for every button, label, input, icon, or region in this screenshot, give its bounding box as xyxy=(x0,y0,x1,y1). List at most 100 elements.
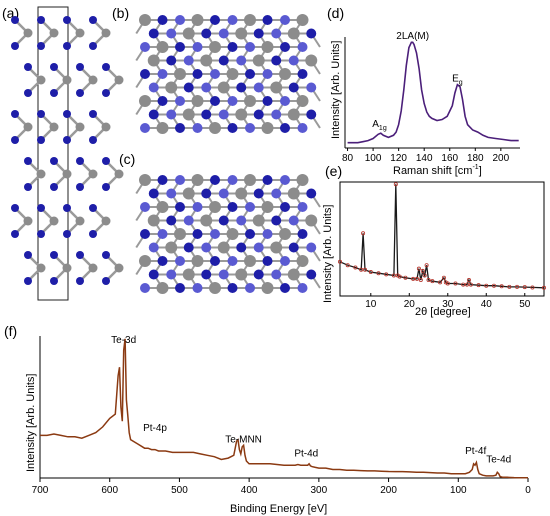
pt-atom xyxy=(279,68,291,80)
te-atom xyxy=(50,277,58,285)
pt-atom xyxy=(305,54,318,67)
pt-atom xyxy=(23,216,33,226)
te-atom xyxy=(89,230,97,238)
te-atom xyxy=(63,16,71,24)
pt-atom xyxy=(165,241,178,254)
xrd-point xyxy=(393,182,398,187)
te-atom xyxy=(183,215,194,226)
te-atom xyxy=(11,110,19,118)
te-atom xyxy=(148,242,159,253)
pt-atom xyxy=(235,27,248,40)
pt-atom xyxy=(244,95,256,107)
xrd-point xyxy=(522,285,527,290)
te-atom xyxy=(102,63,110,71)
pt-atom xyxy=(36,169,46,179)
te-atom xyxy=(63,136,71,144)
xps-chart: 700 600 500 400 300 200 100 0 Intensity [Arb. U… xyxy=(25,335,531,515)
te-atom xyxy=(89,16,97,24)
te-atom xyxy=(37,204,45,212)
te-atom xyxy=(50,183,58,191)
xrd-point xyxy=(397,274,402,279)
te-atom xyxy=(102,277,110,285)
xrd-point xyxy=(353,265,358,270)
te-atom xyxy=(148,188,159,199)
te-atom xyxy=(157,229,168,239)
te-atom xyxy=(253,109,264,120)
pt-atom xyxy=(296,14,309,26)
xps-x-tick-label: 300 xyxy=(311,485,328,496)
pt-atom xyxy=(261,41,274,53)
te-atom xyxy=(201,82,212,93)
te-atom xyxy=(76,89,84,97)
pt-atom xyxy=(209,201,221,213)
xrd-point xyxy=(438,280,443,285)
te-atom xyxy=(102,183,110,191)
te-atom xyxy=(183,242,194,253)
te-atom xyxy=(306,82,317,93)
te-atom xyxy=(24,157,32,165)
te-atom xyxy=(89,204,97,212)
te-atom xyxy=(297,42,308,52)
te-atom xyxy=(183,55,194,66)
raman-x-tick-label: 180 xyxy=(467,153,484,164)
raman-x-tick-label: 160 xyxy=(441,153,458,164)
pt-atom xyxy=(287,268,300,281)
te-atom xyxy=(76,63,84,71)
xrd-point xyxy=(507,284,512,289)
te-atom xyxy=(89,136,97,144)
pt-atom xyxy=(287,27,300,40)
panel-label-c: (c) xyxy=(119,151,135,167)
te-atom xyxy=(76,251,84,259)
xrd-x-axis-label: 2θ [degree] xyxy=(415,306,471,318)
pt-atom xyxy=(23,122,33,132)
pt-atom xyxy=(49,216,59,226)
pt-atom xyxy=(182,27,195,40)
te-atom xyxy=(175,175,185,185)
pt-atom xyxy=(244,255,256,267)
te-atom xyxy=(253,269,264,280)
te-atom xyxy=(227,256,238,266)
te-atom xyxy=(63,110,71,118)
xps-peak-label: Te-MNN xyxy=(225,435,262,446)
pt-atom xyxy=(209,41,221,53)
xrd-point xyxy=(416,266,421,271)
pt-atom xyxy=(156,201,169,213)
pt-atom xyxy=(252,54,265,67)
pt-atom xyxy=(147,214,160,227)
te-atom xyxy=(262,256,273,266)
pt-atom xyxy=(75,216,85,226)
te-atom xyxy=(102,251,110,259)
pt-atom xyxy=(88,169,98,179)
raman-x-axis-label: Raman shift [cm-1] xyxy=(393,164,482,177)
xrd-chart: 10 20 30 40 50 Intensity [Arb. Units] 2θ [de… xyxy=(322,181,547,318)
xrd-point xyxy=(411,276,416,281)
crystal-structure-side-view xyxy=(11,6,124,301)
te-atom xyxy=(50,89,58,97)
xps-x-tick-label: 0 xyxy=(525,485,531,496)
pt-atom xyxy=(217,241,230,254)
raman-peak-label: A1g xyxy=(372,119,387,132)
te-atom xyxy=(11,42,19,50)
xrd-fit-line xyxy=(339,184,545,289)
xrd-point xyxy=(359,267,364,272)
te-atom xyxy=(288,55,299,66)
xrd-point xyxy=(345,263,350,268)
pt-atom xyxy=(75,28,85,38)
te-atom xyxy=(11,136,19,144)
pt-atom xyxy=(62,75,72,85)
xrd-point xyxy=(453,281,458,286)
pt-atom xyxy=(49,122,59,132)
raman-x-tick-label: 80 xyxy=(342,153,354,164)
pt-atom xyxy=(114,75,124,85)
xps-peak-label: Te-3d xyxy=(111,335,136,346)
te-atom xyxy=(297,123,308,133)
te-atom xyxy=(245,283,255,293)
pt-atom xyxy=(226,68,239,80)
te-atom xyxy=(288,82,299,93)
pt-atom xyxy=(165,81,178,94)
te-atom xyxy=(306,242,317,253)
pt-atom xyxy=(279,228,291,240)
xrd-point xyxy=(403,275,408,280)
xps-peak-label: Pt-4p xyxy=(143,423,167,434)
crystal-structure-top-view xyxy=(135,14,321,134)
